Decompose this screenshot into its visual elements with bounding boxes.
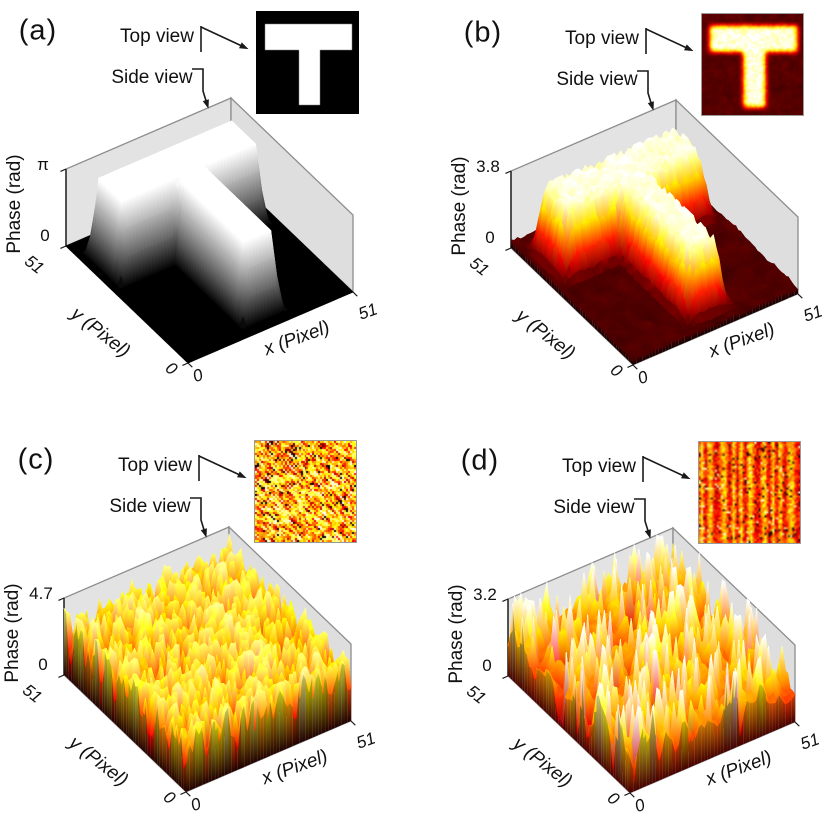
z-axis-label: Phase (rad) bbox=[4, 154, 25, 254]
panel-letter: (a) bbox=[18, 14, 58, 47]
top-view-label: Top view bbox=[562, 456, 636, 477]
top-view-label: Top view bbox=[118, 455, 192, 476]
z-zero-tick-label: 0 bbox=[485, 228, 495, 247]
panel-letter: (b) bbox=[463, 16, 503, 49]
z-axis-label: Phase (rad) bbox=[449, 156, 470, 256]
top-view-label: Top view bbox=[565, 28, 639, 49]
panel-letter: (c) bbox=[17, 443, 55, 476]
z-max-tick-label: 4.7 bbox=[29, 584, 53, 603]
z-zero-tick-label: 0 bbox=[482, 656, 492, 675]
top-view-inset-c bbox=[254, 440, 357, 543]
side-view-label: Side view bbox=[111, 67, 193, 88]
z-max-tick-label: 3.8 bbox=[476, 157, 500, 176]
panel-c: (c) Top view Side view Phase (rad) 4.7 0… bbox=[0, 414, 416, 828]
side-view-label: Side view bbox=[556, 69, 638, 90]
side-view-label: Side view bbox=[109, 496, 191, 517]
panel-d: (d) Top view Side view Phase (rad) 3.2 0… bbox=[417, 414, 833, 828]
panel-a: (a) Top view Side view Phase (rad) π 0 5… bbox=[0, 0, 416, 414]
z-axis-label: Phase (rad) bbox=[446, 584, 467, 684]
top-view-label: Top view bbox=[120, 26, 194, 47]
z-zero-tick-label: 0 bbox=[40, 226, 50, 245]
panel-letter: (d) bbox=[460, 444, 500, 477]
z-axis-label: Phase (rad) bbox=[2, 583, 23, 683]
side-view-label: Side view bbox=[553, 497, 635, 518]
panel-b: (b) Top view Side view Phase (rad) 3.8 0… bbox=[417, 0, 833, 414]
top-view-inset-b bbox=[701, 13, 804, 116]
top-view-inset-d bbox=[698, 441, 801, 544]
top-view-inset-a bbox=[256, 11, 359, 114]
z-zero-tick-label: 0 bbox=[38, 655, 48, 674]
z-max-tick-label: π bbox=[37, 155, 49, 174]
z-max-tick-label: 3.2 bbox=[473, 585, 497, 604]
